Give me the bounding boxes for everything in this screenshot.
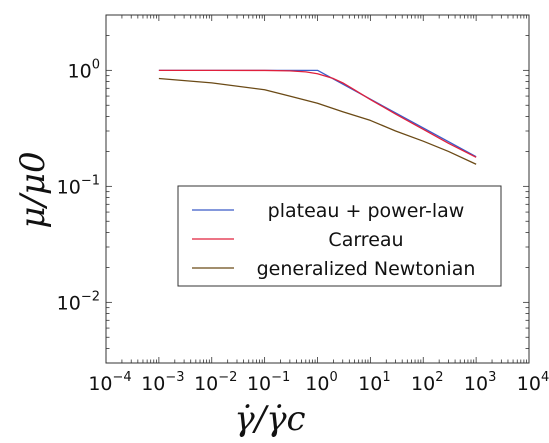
y-tick-label: 100 xyxy=(68,57,100,82)
x-tick-label: 10−3 xyxy=(141,370,184,395)
ticks xyxy=(105,14,529,364)
x-tick-label: 10−2 xyxy=(194,370,237,395)
legend: plateau + power-law Carreau generalized … xyxy=(177,185,502,287)
y-axis-label: μ/μ0 xyxy=(13,151,53,228)
legend-entry: plateau + power-law xyxy=(268,200,465,222)
legend-entry: Carreau xyxy=(328,229,403,251)
x-tick-label: 103 xyxy=(464,370,496,395)
x-tick-label: 102 xyxy=(411,370,443,395)
series-line xyxy=(158,77,477,165)
y-tick-label: 10−1 xyxy=(57,173,100,198)
x-axis-label: γ̇/γ̇c xyxy=(234,399,305,439)
legend-box xyxy=(177,185,502,287)
y-tick-label: 10−2 xyxy=(57,289,100,314)
series-line xyxy=(158,69,477,158)
x-tick-label: 101 xyxy=(358,370,390,395)
tick-labels: 10−4 10−3 10−2 10−1 100 101 102 103 104 10−2 10−1 1… xyxy=(57,57,549,395)
legend-entry: generalized Newtonian xyxy=(257,258,476,280)
series-lines xyxy=(158,69,477,165)
x-tick-label: 10−4 xyxy=(88,370,131,395)
x-tick-label: 104 xyxy=(517,370,549,395)
x-tick-label: 100 xyxy=(305,370,337,395)
x-tick-label: 10−1 xyxy=(247,370,290,395)
